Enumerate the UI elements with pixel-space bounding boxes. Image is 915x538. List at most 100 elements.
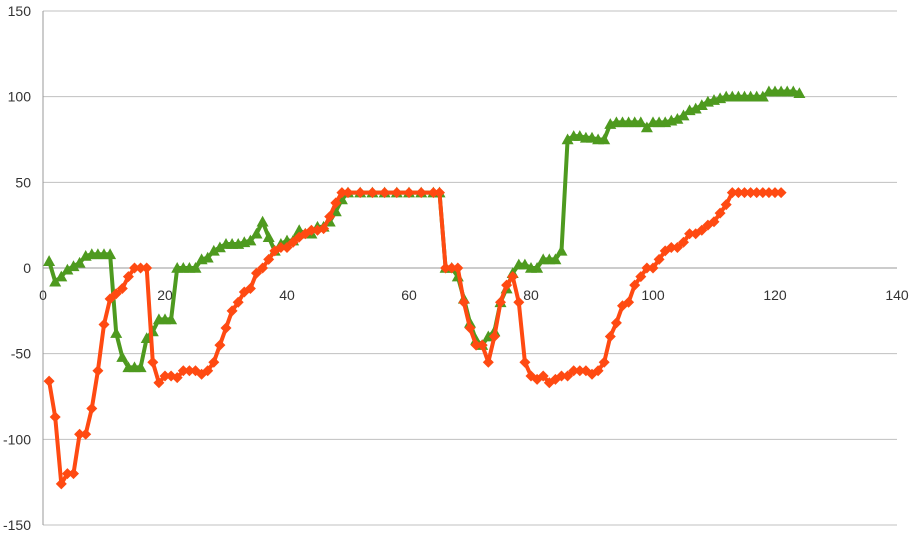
data-point-diamond xyxy=(336,187,348,199)
y-tick-label: -100 xyxy=(3,431,31,447)
data-point-diamond xyxy=(226,305,238,317)
data-point-diamond xyxy=(98,319,110,331)
data-point-diamond xyxy=(708,216,720,228)
data-point-diamond xyxy=(556,370,567,382)
data-point-diamond xyxy=(440,262,452,274)
data-point-diamond xyxy=(354,187,366,199)
data-point-diamond xyxy=(732,187,744,199)
data-point-diamond xyxy=(434,187,445,199)
x-tick-label: 60 xyxy=(401,287,417,303)
data-point-diamond xyxy=(122,271,134,283)
x-tick-label: 0 xyxy=(39,287,47,303)
data-point-triangle xyxy=(555,244,568,256)
data-point-diamond xyxy=(391,187,403,199)
y-tick-label: 150 xyxy=(8,3,32,19)
data-point-diamond xyxy=(476,339,488,351)
data-point-diamond xyxy=(610,317,622,329)
data-point-triangle xyxy=(116,351,129,362)
data-point-diamond xyxy=(92,365,104,377)
x-tick-label: 20 xyxy=(157,287,173,303)
data-point-triangle xyxy=(73,256,86,268)
data-point-diamond xyxy=(135,262,147,274)
data-point-diamond xyxy=(68,468,79,480)
data-point-triangle xyxy=(756,90,769,102)
data-point-diamond xyxy=(763,187,775,199)
data-point-diamond xyxy=(330,197,342,209)
data-point-diamond xyxy=(665,241,677,253)
data-point-diamond xyxy=(495,296,506,308)
data-point-triangle xyxy=(189,262,202,273)
data-point-diamond xyxy=(110,288,122,300)
chart-series-layer xyxy=(43,85,806,490)
data-point-triangle xyxy=(110,327,123,338)
data-point-diamond xyxy=(458,296,470,308)
x-tick-label: 120 xyxy=(763,287,787,303)
series-line xyxy=(47,190,784,486)
data-point-diamond xyxy=(141,262,153,274)
data-point-diamond xyxy=(751,187,763,199)
x-axis-tick-labels: 0 20 40 60 80 100 120 140 xyxy=(39,287,909,303)
data-point-diamond xyxy=(678,236,689,248)
data-point-diamond xyxy=(592,365,604,377)
data-point-diamond xyxy=(446,262,458,274)
data-point-diamond xyxy=(623,296,635,308)
data-point-diamond xyxy=(61,468,73,480)
data-point-triangle xyxy=(531,262,544,273)
data-point-triangle xyxy=(67,260,80,272)
data-point-diamond xyxy=(769,187,781,199)
data-point-diamond xyxy=(116,283,128,295)
data-point-triangle xyxy=(549,253,562,265)
data-point-triangle xyxy=(55,270,68,282)
y-tick-label: -150 xyxy=(3,517,31,533)
data-point-diamond xyxy=(214,339,226,351)
data-point-diamond xyxy=(641,262,653,274)
x-tick-label: 80 xyxy=(523,287,539,303)
data-point-diamond xyxy=(513,296,525,308)
data-point-triangle xyxy=(598,133,611,145)
data-point-diamond xyxy=(104,293,116,305)
data-point-diamond xyxy=(629,279,641,291)
y-tick-label: 50 xyxy=(15,174,31,190)
y-tick-label: 0 xyxy=(23,260,31,276)
data-point-diamond xyxy=(177,365,189,377)
data-point-diamond xyxy=(183,365,195,377)
data-point-triangle xyxy=(793,87,806,99)
data-point-triangle xyxy=(671,112,684,124)
data-point-diamond xyxy=(244,283,256,295)
data-point-triangle xyxy=(518,258,531,270)
data-point-triangle xyxy=(134,361,147,373)
data-point-diamond xyxy=(80,428,92,440)
data-point-diamond xyxy=(379,187,391,199)
data-point-diamond xyxy=(415,187,427,199)
y-tick-label: 100 xyxy=(8,89,32,105)
data-point-diamond xyxy=(220,322,232,334)
data-point-diamond xyxy=(501,279,513,291)
data-point-diamond xyxy=(568,365,580,377)
data-point-diamond xyxy=(257,262,269,274)
data-point-triangle xyxy=(250,227,263,239)
data-point-diamond xyxy=(287,236,299,248)
data-point-triangle xyxy=(262,231,275,242)
y-tick-label: -50 xyxy=(11,346,31,362)
data-point-diamond xyxy=(714,207,726,219)
data-point-diamond xyxy=(653,253,665,265)
data-point-diamond xyxy=(537,370,549,382)
data-point-diamond xyxy=(159,370,171,382)
data-point-diamond xyxy=(745,187,757,199)
data-point-diamond xyxy=(86,402,98,414)
data-point-diamond xyxy=(452,262,464,274)
data-point-diamond xyxy=(232,296,244,308)
data-point-diamond xyxy=(739,187,750,199)
x-tick-label: 40 xyxy=(279,287,295,303)
data-point-diamond xyxy=(604,331,616,343)
data-point-diamond xyxy=(726,187,738,199)
data-point-triangle xyxy=(640,121,653,133)
data-point-diamond xyxy=(720,199,732,211)
data-point-diamond xyxy=(43,375,55,387)
data-point-diamond xyxy=(598,356,610,368)
data-point-triangle xyxy=(165,313,178,325)
y-axis-tick-labels: -150 -100 -50 0 50 100 150 xyxy=(3,3,31,533)
data-point-diamond xyxy=(470,339,482,351)
data-point-diamond xyxy=(129,262,140,274)
data-point-diamond xyxy=(208,356,220,368)
